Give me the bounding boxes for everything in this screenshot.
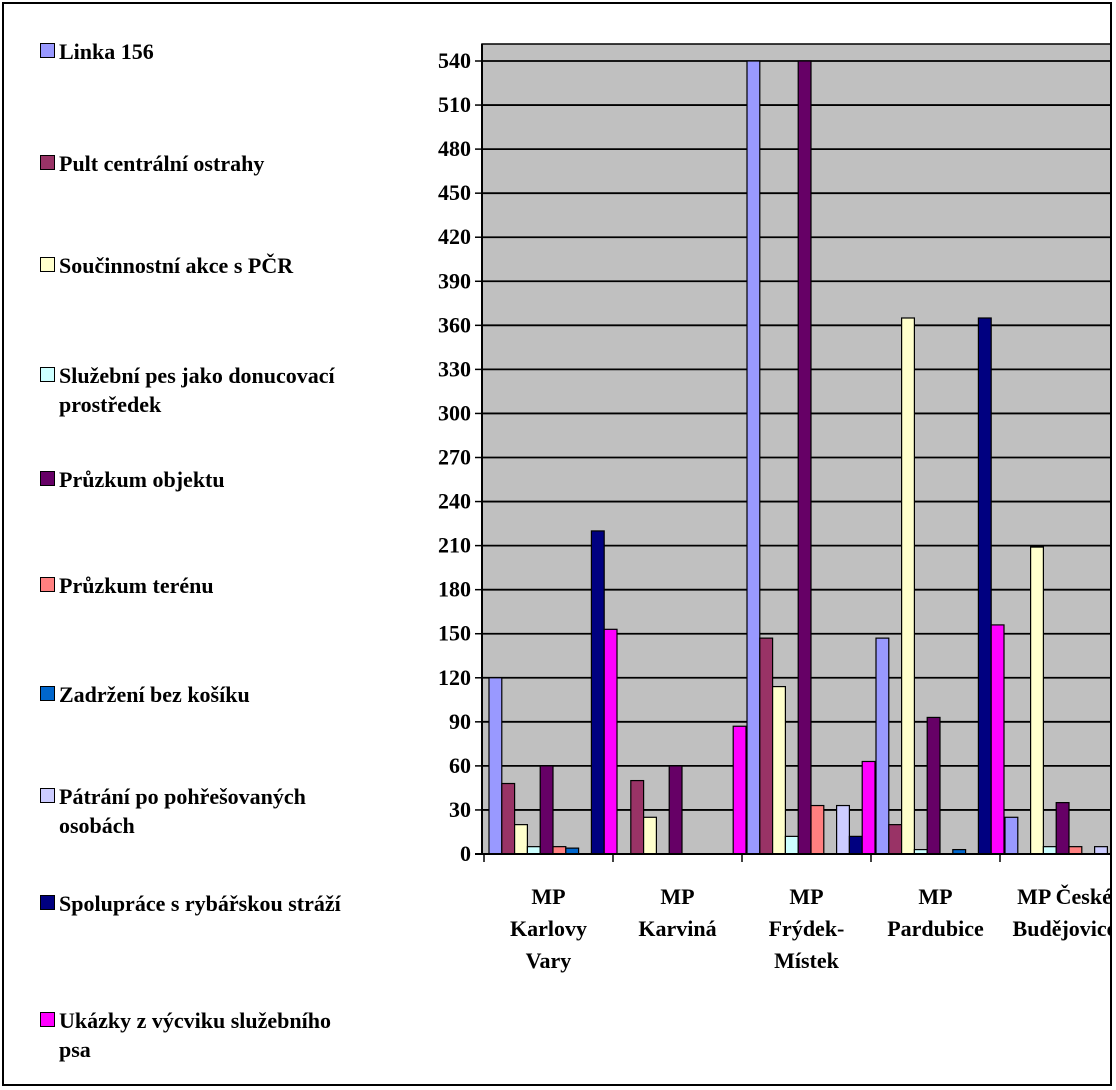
legend-item: Linka 156 — [40, 37, 359, 66]
bar — [732, 725, 747, 855]
x-category-label: MP České — [1017, 884, 1112, 909]
bar — [875, 637, 890, 855]
legend-label: Průzkum terénu — [59, 573, 214, 598]
bar-chart: 0 30 60 90 120 150 180 210 240 270 300 330 360 390 420… — [438, 43, 1112, 973]
bar — [746, 60, 761, 855]
bar — [861, 760, 876, 855]
y-tick-label: 0 — [460, 841, 471, 866]
legend-label: Průzkum objektu — [59, 467, 225, 492]
legend-label: Ukázky z výcviku služebního psa — [59, 1008, 331, 1062]
bar — [1068, 846, 1083, 855]
legend-swatch — [40, 155, 55, 170]
bar — [771, 685, 786, 855]
y-tick-label: 90 — [449, 709, 471, 734]
legend-swatch — [40, 471, 55, 486]
legend-swatch — [40, 43, 55, 58]
y-tick-label: 390 — [438, 268, 471, 293]
y-tick-label: 180 — [438, 577, 471, 602]
legend-label: Služební pes jako donucovací prostředek — [59, 363, 335, 417]
bar — [603, 628, 618, 855]
y-tick-label: 210 — [438, 533, 471, 558]
legend-item: Spolupráce s rybářskou stráží — [40, 889, 359, 918]
y-tick-label: 60 — [449, 753, 471, 778]
bar — [552, 846, 567, 855]
legend-label: Spolupráce s rybářskou stráží — [59, 891, 341, 916]
bar — [1029, 546, 1044, 855]
legend-item: Služební pes jako donucovací prostředek — [40, 361, 359, 419]
x-category-label: Karlovy — [510, 916, 587, 941]
y-tick-label: 540 — [438, 48, 471, 73]
y-tick-label: 300 — [438, 400, 471, 425]
legend-swatch — [40, 257, 55, 272]
bar — [926, 716, 941, 855]
legend-label: Pátrání po pohřešovaných osobách — [59, 784, 306, 838]
bar — [668, 765, 683, 855]
bar — [1004, 816, 1019, 855]
legend-label: Součinnostní akce s PČR — [59, 253, 294, 278]
legend-swatch — [40, 367, 55, 382]
bar — [848, 835, 863, 855]
bar — [1055, 802, 1070, 855]
legend-label: Zadržení bez košíku — [59, 682, 250, 707]
legend-swatch — [40, 788, 55, 803]
bar — [1042, 846, 1057, 855]
legend-item: Průzkum terénu — [40, 571, 359, 600]
y-tick-label: 120 — [438, 665, 471, 690]
legend-swatch — [40, 577, 55, 592]
bar — [888, 824, 903, 855]
plot-area — [481, 43, 1110, 855]
legend-item: Součinnostní akce s PČR — [40, 251, 359, 280]
bar — [810, 804, 825, 855]
bar — [977, 317, 992, 855]
y-tick-label: 510 — [438, 92, 471, 117]
legend-item: Zadržení bez košíku — [40, 680, 359, 709]
legend-item: Pult centrální ostrahy — [40, 149, 359, 178]
bar — [526, 846, 541, 855]
bar — [900, 317, 915, 855]
y-tick-label: 420 — [438, 224, 471, 249]
legend-label: Linka 156 — [59, 39, 154, 64]
bar — [797, 60, 812, 855]
bar — [488, 677, 503, 855]
legend: Linka 156 Pult centrální ostrahy Součinnos… — [40, 34, 385, 1074]
y-tick-label: 330 — [438, 356, 471, 381]
bar — [590, 530, 605, 855]
bar — [630, 779, 645, 855]
bar — [514, 824, 529, 855]
legend-item: Ukázky z výcviku služebního psa — [40, 1006, 359, 1064]
legend-label: Pult centrální ostrahy — [59, 151, 265, 176]
bar — [1093, 846, 1108, 855]
bar — [642, 816, 657, 855]
x-category-label: Budějovice — [1013, 916, 1112, 941]
bar — [759, 637, 774, 855]
bar — [784, 835, 799, 855]
x-category-label: MP — [660, 884, 694, 909]
bar — [501, 782, 516, 855]
legend-swatch — [40, 895, 55, 910]
y-tick-label: 240 — [438, 489, 471, 514]
x-category-label: Vary — [526, 948, 572, 973]
x-category-label: Karviná — [638, 916, 716, 941]
legend-item: Pátrání po pohřešovaných osobách — [40, 782, 359, 840]
bar — [835, 804, 850, 855]
y-tick-label: 150 — [438, 621, 471, 646]
bar — [539, 765, 554, 855]
x-category-label: MP — [531, 884, 565, 909]
legend-swatch — [40, 1012, 55, 1027]
y-tick-label: 360 — [438, 312, 471, 337]
x-category-label: MP — [789, 884, 823, 909]
x-category-label: Pardubice — [887, 916, 984, 941]
y-tick-label: 30 — [449, 797, 471, 822]
y-tick-label: 450 — [438, 180, 471, 205]
bar — [990, 624, 1005, 855]
x-category-label: Frýdek- — [769, 916, 845, 941]
x-category-label: MP — [918, 884, 952, 909]
legend-item: Průzkum objektu — [40, 465, 359, 494]
y-tick-label: 480 — [438, 136, 471, 161]
legend-swatch — [40, 686, 55, 701]
x-category-label: Místek — [774, 948, 840, 973]
y-tick-label: 270 — [438, 445, 471, 470]
